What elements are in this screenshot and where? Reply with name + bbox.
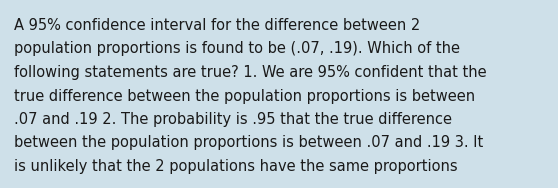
Text: is unlikely that the 2 populations have the same proportions: is unlikely that the 2 populations have … [14, 159, 458, 174]
Text: A 95% confidence interval for the difference between 2: A 95% confidence interval for the differ… [14, 18, 420, 33]
Text: .07 and .19 2. The probability is .95 that the true difference: .07 and .19 2. The probability is .95 th… [14, 112, 452, 127]
Text: true difference between the population proportions is between: true difference between the population p… [14, 89, 475, 104]
Text: following statements are true? 1. We are 95% confident that the: following statements are true? 1. We are… [14, 65, 487, 80]
Text: population proportions is found to be (.07, .19). Which of the: population proportions is found to be (.… [14, 42, 460, 57]
Text: between the population proportions is between .07 and .19 3. It: between the population proportions is be… [14, 136, 483, 151]
